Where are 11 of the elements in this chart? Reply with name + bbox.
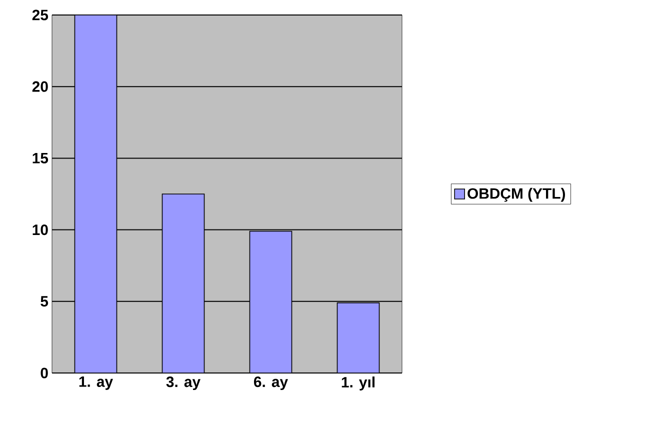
x-tick-label: 1. ay xyxy=(79,376,113,390)
y-tick-label: 20 xyxy=(32,81,48,92)
x-tick-label: 3. ay xyxy=(166,376,200,390)
y-tick-label: 25 xyxy=(32,10,48,20)
x-tick-label: 1. yıl xyxy=(342,376,374,390)
y-tick-label: 15 xyxy=(32,152,48,164)
y-tick-label: 10 xyxy=(32,224,48,236)
legend-label: OBDÇM (YTL) xyxy=(468,188,566,202)
y-tick-label: 5 xyxy=(40,296,48,307)
x-tick-label: 6. ay xyxy=(254,376,288,390)
y-tick-label: 0 xyxy=(40,368,48,378)
